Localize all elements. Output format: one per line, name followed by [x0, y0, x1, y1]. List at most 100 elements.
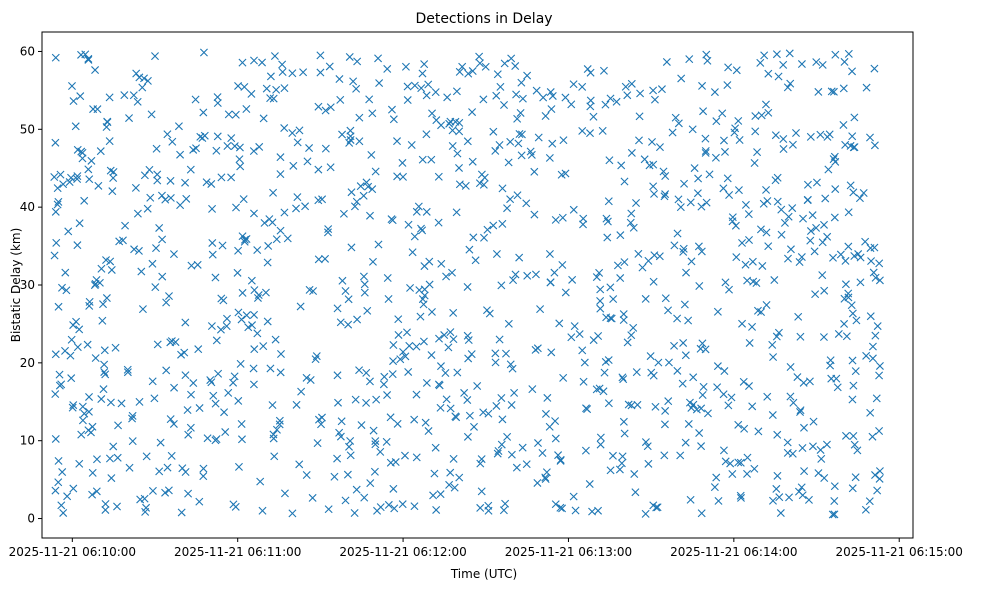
data-point [662, 57, 671, 66]
data-point [827, 374, 836, 383]
data-point [227, 173, 236, 182]
data-point [875, 259, 884, 268]
data-point [850, 113, 859, 122]
data-point [376, 447, 385, 456]
data-point [494, 446, 503, 455]
data-point [356, 182, 365, 191]
data-point [64, 227, 73, 236]
data-point [751, 112, 760, 121]
data-point [632, 368, 641, 377]
data-point [676, 203, 685, 212]
data-point [644, 459, 653, 468]
data-point [753, 306, 762, 315]
data-point [51, 350, 60, 359]
data-point [685, 55, 694, 64]
data-point [163, 463, 172, 472]
data-point [148, 259, 157, 268]
data-point [222, 322, 231, 331]
data-point [77, 430, 86, 439]
data-point [841, 431, 850, 440]
data-point [166, 415, 175, 424]
data-point [673, 366, 682, 375]
data-point [161, 488, 170, 497]
data-point [504, 319, 513, 328]
data-point [265, 215, 274, 224]
data-point [712, 117, 721, 126]
data-point [569, 492, 578, 501]
data-point [788, 204, 797, 213]
data-point [214, 369, 223, 378]
data-point [100, 360, 109, 369]
data-point [242, 311, 251, 320]
data-point [455, 163, 463, 172]
data-point [841, 280, 850, 289]
data-point [473, 382, 482, 390]
data-point [690, 164, 699, 173]
data-point [427, 307, 436, 316]
data-point [186, 165, 195, 174]
data-point [809, 417, 818, 426]
data-point [601, 100, 610, 109]
data-point [555, 319, 564, 328]
data-point [256, 477, 265, 486]
data-point [129, 91, 138, 100]
data-point [208, 238, 217, 247]
data-point [336, 432, 345, 441]
data-point [107, 265, 116, 274]
data-point [165, 292, 173, 301]
data-point [806, 132, 815, 141]
data-point [862, 351, 871, 360]
data-point [195, 404, 204, 413]
data-point [817, 454, 826, 463]
data-point [481, 62, 490, 71]
data-point [372, 395, 381, 404]
data-point [585, 480, 594, 489]
data-point [84, 165, 93, 174]
data-point [78, 416, 87, 425]
data-point [280, 208, 289, 217]
data-point [314, 102, 323, 111]
data-point [455, 118, 464, 127]
data-point [59, 508, 68, 517]
data-point [551, 215, 560, 224]
data-point [288, 69, 297, 78]
data-point [559, 136, 568, 145]
data-point [404, 367, 413, 376]
data-point [212, 146, 221, 155]
data-point [449, 454, 458, 463]
data-point [856, 253, 865, 262]
data-point [796, 332, 805, 341]
data-point [237, 315, 246, 324]
data-point [684, 419, 693, 428]
data-point [775, 493, 784, 502]
data-point [262, 84, 271, 93]
data-point [80, 409, 89, 418]
data-point [734, 186, 743, 195]
data-point [57, 501, 66, 510]
data-point [180, 348, 189, 357]
data-point [254, 291, 263, 300]
data-point [326, 103, 335, 112]
data-point [773, 197, 782, 206]
data-point [368, 185, 377, 194]
data-point [276, 226, 285, 235]
data-point [431, 443, 440, 452]
data-point [768, 496, 777, 505]
data-point [512, 90, 521, 99]
data-point [453, 368, 462, 377]
data-point [184, 430, 193, 439]
data-point [67, 335, 76, 344]
data-point [295, 460, 304, 469]
data-point [660, 451, 669, 460]
data-point [442, 272, 451, 281]
data-point [650, 95, 659, 104]
data-point [620, 177, 629, 186]
data-point [346, 436, 355, 445]
data-point [412, 453, 421, 462]
chart-title: Detections in Delay [415, 11, 552, 27]
data-point [455, 127, 464, 136]
data-point [293, 138, 302, 147]
data-point [164, 486, 173, 495]
data-point [649, 160, 658, 169]
data-point [498, 184, 507, 193]
